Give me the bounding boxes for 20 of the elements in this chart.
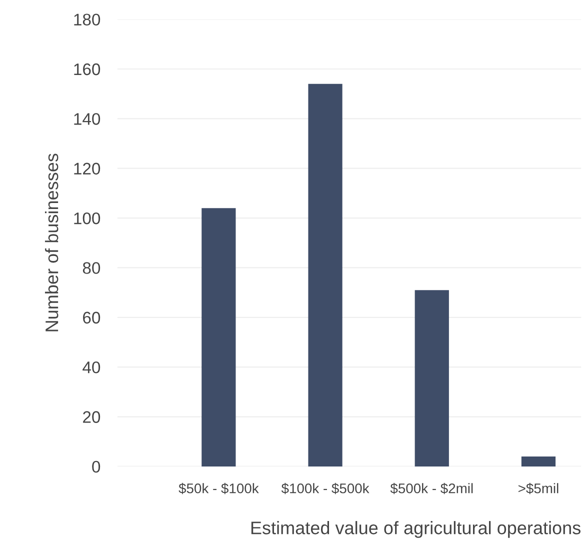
- y-tick-label: 0: [92, 460, 100, 473]
- y-tick-label: 80: [82, 262, 100, 274]
- x-tick-label: >$5mil: [518, 482, 558, 494]
- x-tick-label: $500k - $2mil: [390, 482, 473, 494]
- y-tick-label: 40: [82, 361, 100, 374]
- x-tick-label: $50k - $100k: [178, 482, 259, 494]
- y-axis-title: Number of businesses: [44, 154, 58, 332]
- bar: [308, 84, 342, 466]
- x-tick-label: $100k - $500k: [281, 482, 370, 494]
- y-tick-label: 20: [83, 411, 100, 423]
- y-tick-label: 100: [74, 212, 100, 224]
- x-axis-title: Estimated value of agricultural operations: [251, 521, 580, 538]
- y-tick-label: 140: [74, 113, 100, 125]
- bar: [414, 290, 449, 466]
- bar: [521, 456, 556, 466]
- y-tick-label: 60: [83, 312, 100, 324]
- bar: [202, 208, 236, 466]
- y-tick-label: 160: [74, 63, 100, 76]
- y-tick-label: 180: [74, 14, 100, 26]
- y-tick-label: 120: [74, 162, 100, 175]
